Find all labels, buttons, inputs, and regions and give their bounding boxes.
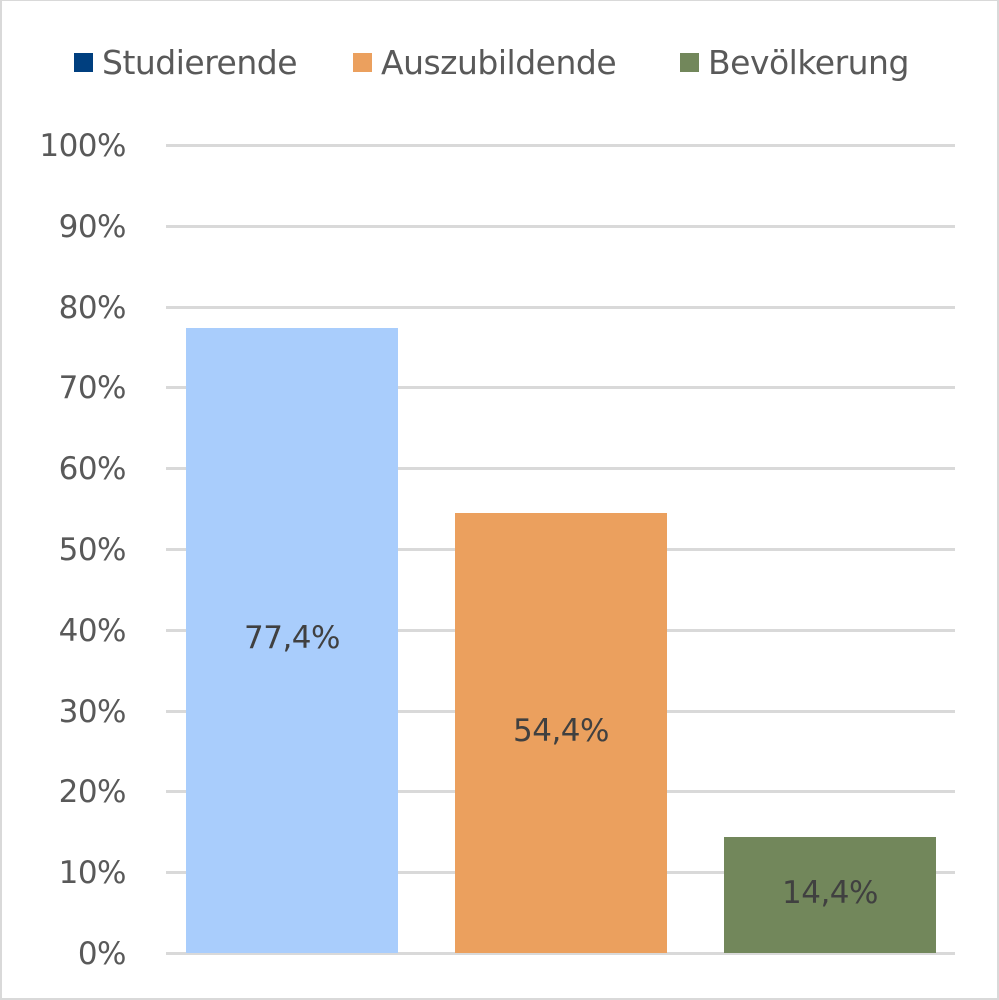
y-axis-tick-label: 0% [77,936,127,972]
bar-value-label: 14,4% [782,874,878,911]
gridline [166,952,955,955]
chart-legend: Studierende Auszubildende Bevölkerung [0,40,999,84]
legend-item-bevoelkerung: Bevölkerung [680,40,909,84]
gridline [166,224,955,228]
y-axis-tick-label: 60% [58,451,127,488]
y-axis-tick-label: 30% [58,693,127,730]
y-axis-tick-label: 70% [58,370,127,407]
gridline [166,305,955,309]
legend-swatch-icon [353,52,372,72]
legend-label: Studierende [102,42,298,82]
legend-swatch-icon [74,52,93,72]
legend-label: Bevölkerung [708,42,909,82]
legend-item-auszubildende: Auszubildende [353,40,617,84]
legend-label: Auszubildende [381,42,617,82]
bar-value-label: 54,4% [513,713,609,750]
y-axis-tick-label: 100% [39,128,126,164]
bar-studierende: 77,4% [186,327,398,953]
y-axis-tick-label: 50% [58,532,127,568]
y-axis-tick-label: 20% [58,774,127,811]
gridline [166,386,955,390]
legend-item-studierende: Studierende [74,40,298,84]
y-axis-tick-label: 90% [58,208,127,245]
y-axis-tick-label: 40% [58,612,127,649]
bar-value-label: 77,4% [244,620,340,657]
y-axis-tick-label: 10% [58,855,127,892]
legend-swatch-icon [680,52,699,72]
y-axis-tick-label: 80% [58,289,127,326]
gridline [166,467,955,471]
bar-auszubildende: 54,4% [455,513,667,953]
bar-bevölkerung: 14,4% [724,836,936,953]
gridline [166,144,955,147]
